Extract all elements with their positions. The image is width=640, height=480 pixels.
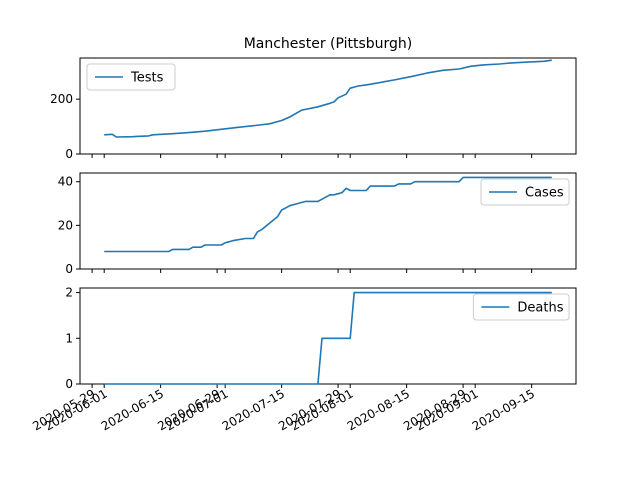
y-tick-label: 40 (58, 175, 73, 189)
y-tick-label: 2 (65, 286, 73, 300)
series-line-cases (104, 176, 552, 253)
y-tick-label: 0 (65, 262, 73, 276)
legend-label: Tests (130, 71, 164, 86)
series-line-tests (104, 59, 552, 138)
x-tick-label: 2020-06-15 (99, 386, 166, 433)
legend-tests: Tests (86, 63, 176, 91)
y-tick-label: 20 (58, 218, 73, 232)
subplot-tests: 0 200 Tests (50, 57, 577, 161)
y-tick-label: 0 (65, 147, 73, 161)
legend-label: Cases (525, 186, 564, 201)
y-tick-label: 1 (65, 331, 73, 345)
subplot-cases: 0 20 40 Cases (58, 172, 577, 276)
x-tick-label: 2020-08-15 (345, 386, 412, 433)
x-tick-label: 2020-07-15 (220, 386, 287, 433)
legend-label: Deaths (517, 301, 563, 316)
chart-title: Manchester (Pittsburgh) (244, 36, 413, 52)
legend-cases: Cases (480, 178, 570, 206)
legend-box (86, 63, 176, 91)
subplots: 0 200 Tests 0 20 40 Cases 0 1 2 Deaths (50, 57, 577, 391)
legend-box (480, 178, 570, 206)
x-tick-label: 2020-09-15 (470, 386, 537, 433)
axes-frame-cases (79, 172, 577, 270)
y-tick-label: 200 (50, 92, 73, 106)
legend-deaths: Deaths (472, 293, 570, 321)
y-tick-label: 0 (65, 377, 73, 391)
subplot-deaths: 0 1 2 Deaths (65, 286, 577, 391)
series-line-deaths (104, 291, 552, 385)
legend-box (472, 293, 570, 321)
axes-frame-deaths (79, 287, 577, 385)
x-axis-tick-labels: 2020-05-292020-06-012020-06-152020-06-29… (30, 386, 537, 433)
axes-frame-tests (79, 57, 577, 155)
